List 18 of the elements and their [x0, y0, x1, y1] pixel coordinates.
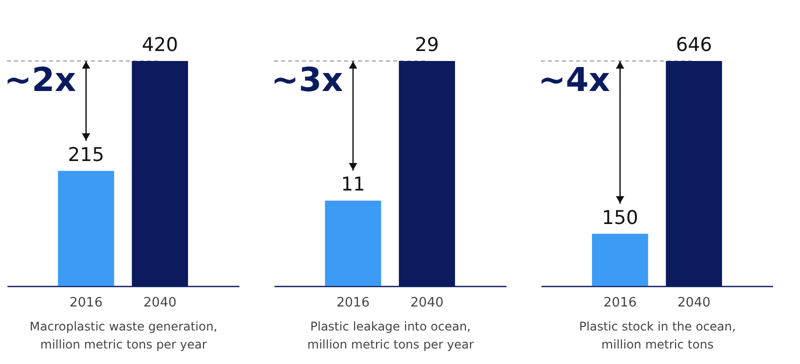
x-tick-label: 2040 [410, 296, 444, 310]
data-label: 420 [142, 34, 178, 56]
data-label: 646 [676, 34, 712, 56]
data-label: 29 [414, 34, 440, 56]
x-tick-label: 2040 [677, 296, 710, 310]
x-tick-label: 2016 [336, 296, 370, 310]
x-axis-title: Macroplastic waste generation, million metric tons per year [30, 320, 218, 352]
x-axis-title: Plastic leakage into ocean, million metric tons per year [307, 320, 474, 352]
annotation: ~4x [538, 60, 610, 99]
annotation: ~2x [4, 60, 76, 99]
x-tick-label: 2016 [70, 296, 103, 310]
x-axis-title: Plastic stock in the ocean, million metric tons [579, 320, 736, 352]
annotation: ~3x [271, 60, 344, 99]
data-label: 150 [602, 206, 638, 229]
data-label: 11 [340, 174, 366, 196]
data-label: 215 [68, 144, 104, 166]
x-tick-label: 2016 [604, 296, 637, 310]
x-tick-label: 2040 [143, 296, 176, 310]
